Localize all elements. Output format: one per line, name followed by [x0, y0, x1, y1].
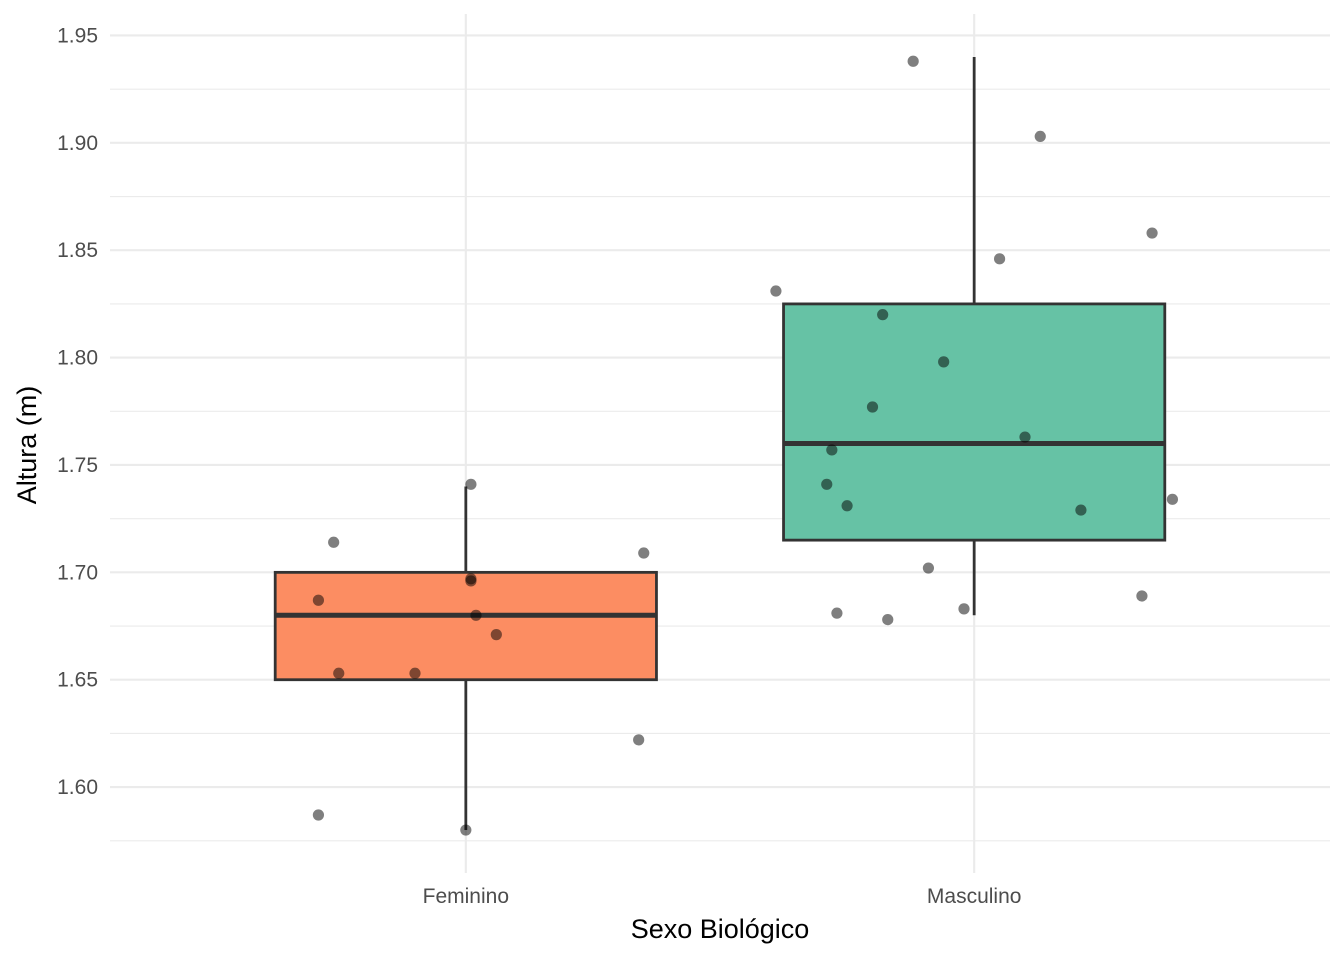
data-point [465, 478, 477, 490]
box-layer [273, 56, 1167, 831]
data-point [877, 309, 889, 321]
y-tick-label: 1.80 [57, 347, 98, 370]
data-point [958, 603, 970, 615]
x-tick-label: Feminino [423, 885, 509, 908]
x-axis-title: Sexo Biológico [631, 914, 810, 944]
box-feminino [273, 570, 658, 682]
data-point [328, 536, 340, 548]
data-point [907, 55, 919, 67]
data-point [460, 824, 472, 836]
data-point [312, 594, 325, 606]
data-point [866, 401, 879, 413]
data-point [922, 562, 935, 574]
data-point [638, 547, 650, 559]
data-point [312, 809, 325, 821]
data-point [333, 667, 345, 679]
data-point [841, 500, 853, 512]
y-tick-label: 1.95 [57, 24, 98, 47]
box-masculino [782, 302, 1167, 542]
y-tick-label: 1.90 [57, 132, 98, 155]
data-point [770, 285, 782, 297]
x-tick-label: Masculino [927, 885, 1022, 908]
y-tick-label: 1.60 [57, 776, 98, 799]
data-point [938, 356, 950, 368]
data-point [490, 629, 502, 641]
data-point [1034, 130, 1046, 143]
y-tick-label: 1.75 [57, 454, 98, 477]
data-point [821, 478, 833, 490]
data-point [831, 607, 843, 619]
data-point [633, 734, 645, 746]
tick-layer: 1.60 1.65 1.70 1.75 1.80 1.85 1.90 1.95 Feminino… [57, 24, 1021, 908]
data-point [1146, 227, 1158, 239]
data-point [1075, 504, 1087, 516]
y-axis-title: Altura (m) [12, 386, 42, 505]
data-point [993, 253, 1006, 265]
data-point [882, 613, 894, 626]
data-point [1019, 431, 1031, 443]
y-tick-label: 1.65 [57, 669, 98, 692]
point-layer [312, 55, 1179, 836]
data-point [465, 575, 477, 587]
data-point [826, 444, 838, 456]
y-tick-label: 1.85 [57, 239, 98, 262]
data-point [470, 609, 482, 621]
data-point [1136, 590, 1148, 602]
data-point [1166, 493, 1179, 505]
y-tick-label: 1.70 [57, 561, 98, 584]
data-point [409, 667, 421, 679]
